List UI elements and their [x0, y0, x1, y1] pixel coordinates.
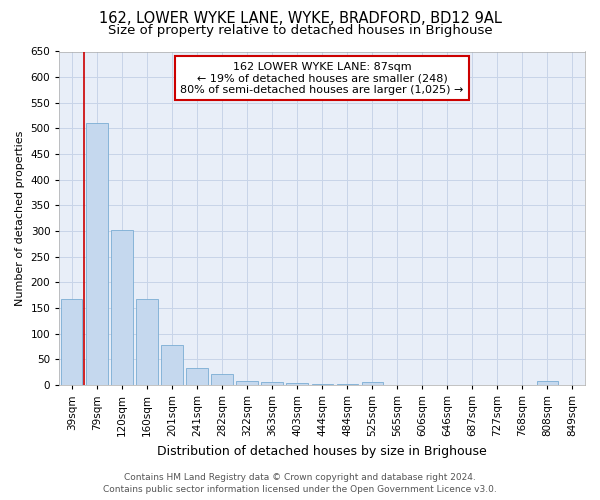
Bar: [86, 124, 107, 385]
Text: Size of property relative to detached houses in Brighouse: Size of property relative to detached ho…: [107, 24, 493, 37]
Bar: [262, 382, 283, 385]
Bar: [111, 230, 133, 385]
Bar: [537, 381, 558, 385]
Bar: [211, 374, 233, 385]
Text: Contains HM Land Registry data © Crown copyright and database right 2024.
Contai: Contains HM Land Registry data © Crown c…: [103, 472, 497, 494]
Bar: [61, 299, 82, 385]
X-axis label: Distribution of detached houses by size in Brighouse: Distribution of detached houses by size …: [157, 444, 487, 458]
Bar: [286, 384, 308, 385]
Bar: [311, 384, 333, 385]
Bar: [337, 384, 358, 385]
Bar: [161, 345, 182, 385]
Bar: [187, 368, 208, 385]
Bar: [136, 299, 158, 385]
Bar: [236, 381, 258, 385]
Y-axis label: Number of detached properties: Number of detached properties: [15, 130, 25, 306]
Text: 162 LOWER WYKE LANE: 87sqm
← 19% of detached houses are smaller (248)
80% of sem: 162 LOWER WYKE LANE: 87sqm ← 19% of deta…: [181, 62, 464, 94]
Bar: [362, 382, 383, 385]
Text: 162, LOWER WYKE LANE, WYKE, BRADFORD, BD12 9AL: 162, LOWER WYKE LANE, WYKE, BRADFORD, BD…: [98, 11, 502, 26]
